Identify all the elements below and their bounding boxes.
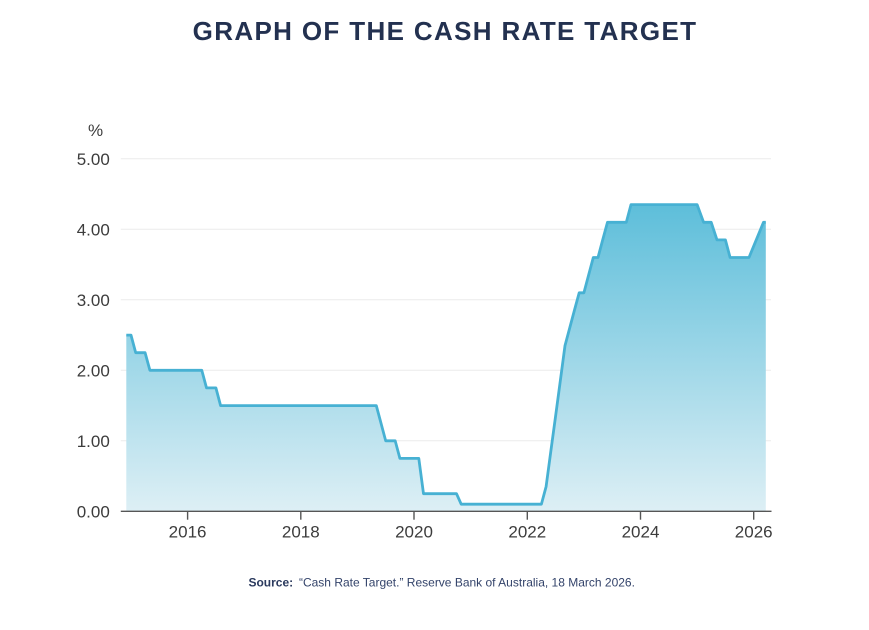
svg-text:2018: 2018 (282, 523, 320, 542)
svg-text:%: % (88, 121, 103, 140)
svg-text:2024: 2024 (622, 523, 660, 542)
svg-text:2016: 2016 (169, 523, 207, 542)
svg-text:2022: 2022 (508, 523, 546, 542)
svg-text:1.00: 1.00 (77, 432, 110, 451)
svg-text:GRAPH OF THE CASH RATE TARGET: GRAPH OF THE CASH RATE TARGET (193, 16, 698, 46)
svg-text:0.00: 0.00 (77, 502, 110, 521)
svg-text:4.00: 4.00 (77, 220, 110, 239)
svg-text:2026: 2026 (735, 523, 773, 542)
svg-text:2.00: 2.00 (77, 361, 110, 380)
svg-text:Source: “Cash Rate Target.” Re: Source: “Cash Rate Target.” Reserve Bank… (248, 575, 634, 589)
svg-text:5.00: 5.00 (77, 150, 110, 169)
svg-text:3.00: 3.00 (77, 291, 110, 310)
svg-text:2020: 2020 (395, 523, 433, 542)
